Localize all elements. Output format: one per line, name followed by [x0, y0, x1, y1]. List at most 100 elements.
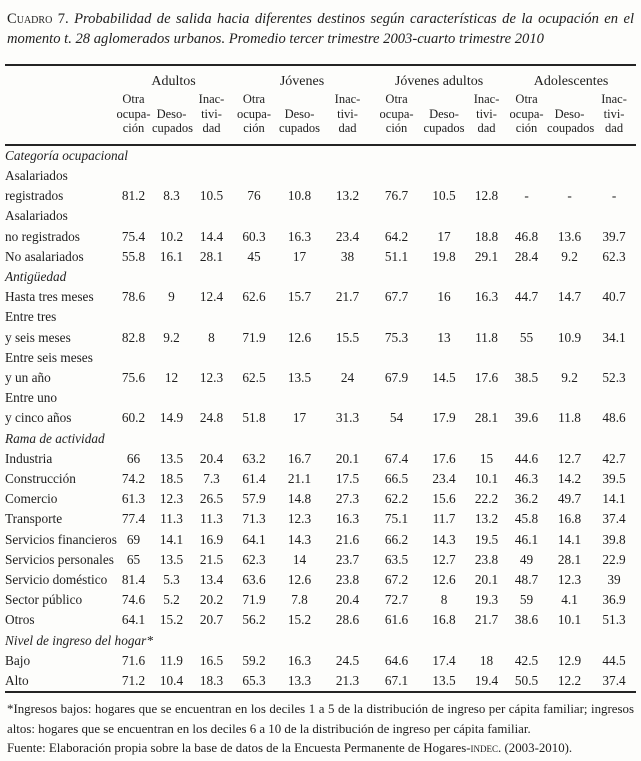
- table-row: Otros 64.1 15.2 20.7 56.2 15.2 28.6 61.6 16.8 21.…: [5, 610, 636, 630]
- cell-value: 60.3: [242, 228, 266, 244]
- cell-value: 15.6: [432, 491, 456, 507]
- cell-value: 16.8: [557, 511, 582, 527]
- cell-value: 39.5: [602, 471, 626, 487]
- cell-value: 10.1: [557, 612, 582, 628]
- cell-value: 28.1: [557, 551, 582, 567]
- cell-value: 63.6: [242, 572, 266, 588]
- column-header: Inac- tivi- dad: [473, 92, 500, 136]
- cell-value: 16.5: [199, 652, 224, 668]
- table-row: Asalariados no registrados 75.4 10.2 14.4 60…: [5, 206, 636, 246]
- cell-value: 77.4: [121, 511, 146, 527]
- cell-value: 14.9: [159, 410, 184, 426]
- cell-value: 12.4: [199, 289, 224, 305]
- cell-value: 49: [519, 551, 534, 567]
- row-label: Sector público: [5, 592, 83, 608]
- cell-value: 71.9: [242, 592, 266, 608]
- cell-value: 34.1: [602, 329, 626, 345]
- row-label: Hasta tres meses: [5, 289, 94, 305]
- cell-value: 12.8: [474, 188, 499, 204]
- cell-value: 10.4: [159, 673, 184, 689]
- cell-value: 10.1: [474, 471, 499, 487]
- cell-value: 5.2: [163, 592, 180, 608]
- statistics-table: Adultos Jóvenes Jóvenes adultos Adolesce…: [5, 64, 637, 694]
- row-label: Servicios financieros: [5, 531, 117, 547]
- cell-value: 59: [519, 592, 534, 608]
- cell-value: 56.2: [242, 612, 266, 628]
- source-smallcaps: indec: [470, 741, 499, 756]
- cell-value: 14.2: [557, 471, 582, 487]
- row-label: Industria: [5, 450, 53, 466]
- cell-value: 57.9: [242, 491, 266, 507]
- cell-value: 14.3: [432, 531, 456, 547]
- cell-value: 12.6: [287, 329, 312, 345]
- cell-value: 20.2: [199, 592, 224, 608]
- cell-value: 17.4: [432, 652, 456, 668]
- table-row: Hasta tres meses 78.6 9 12.4 62.6 15.7 21.7 67.…: [5, 287, 636, 307]
- row-label: Construcción: [5, 471, 76, 487]
- cell-value: 64.6: [384, 652, 409, 668]
- cell-value: 21.6: [335, 531, 360, 547]
- cell-value: 13.5: [287, 370, 312, 386]
- footnotes: *Ingresos bajos: hogares que se encuentr…: [5, 700, 636, 758]
- cell-value: 13.2: [474, 511, 499, 527]
- cell-value: 39.8: [602, 531, 626, 547]
- cell-value: 11.3: [160, 511, 183, 527]
- cell-value: 16.9: [199, 531, 224, 547]
- section-row: Nivel de ingreso del hogar*: [5, 631, 636, 651]
- cell-value: 15: [479, 450, 494, 466]
- cell-value: 14.8: [287, 491, 312, 507]
- table-title: Cuadro 7. Probabilidad de salida hacia d…: [5, 0, 636, 49]
- cell-value: 18.3: [199, 673, 224, 689]
- row-label: Bajo: [5, 652, 31, 668]
- cell-value: 24.8: [199, 410, 224, 426]
- cell-value: 17.6: [432, 450, 456, 466]
- cell-value: 10.5: [199, 188, 224, 204]
- row-label: Entre seis meses y un año: [5, 349, 93, 386]
- cell-value: 46.8: [514, 228, 539, 244]
- cell-value: 23.4: [335, 228, 360, 244]
- cell-value: 19.4: [474, 673, 499, 689]
- cell-value: 63.5: [384, 551, 409, 567]
- cell-value: 16.3: [287, 228, 312, 244]
- cell-value: 11.8: [475, 329, 498, 345]
- cell-value: 10.2: [159, 228, 184, 244]
- cell-value: 11.8: [558, 410, 581, 426]
- table-row: Construcción 74.2 18.5 7.3 61.4 21.1 17.5 66.5 2…: [5, 469, 636, 489]
- cell-value: 28.1: [474, 410, 499, 426]
- cell-value: 12.3: [159, 491, 184, 507]
- table-body: Categoría ocupacional Asalariados registr…: [5, 145, 636, 692]
- cell-value: 14.1: [602, 491, 626, 507]
- column-header: Inac- tivi- dad: [198, 92, 225, 136]
- cell-value: 76.7: [384, 188, 409, 204]
- cell-value: 44.5: [602, 652, 626, 668]
- cell-value: 12.7: [432, 551, 456, 567]
- cell-value: 14.7: [557, 289, 582, 305]
- table-row: Asalariados registrados 81.2 8.3 10.5 76 10.8…: [5, 166, 636, 206]
- cell-value: 14.1: [557, 531, 582, 547]
- cell-value: 22.9: [602, 551, 626, 567]
- cell-value: 15.2: [159, 612, 184, 628]
- cell-value: 17: [437, 228, 451, 244]
- cell-value: 23.8: [335, 572, 360, 588]
- group-header-jovenes: Jóvenes: [279, 74, 325, 89]
- cell-value: 20.4: [199, 450, 224, 466]
- cell-value: 17.6: [474, 370, 499, 386]
- cell-value: 19.8: [432, 248, 456, 264]
- cell-value: 16.1: [159, 248, 184, 264]
- table-row: Bajo 71.6 11.9 16.5 59.2 16.3 24.5 64.6 17.4 18 42…: [5, 651, 636, 671]
- cell-value: 71.3: [242, 511, 266, 527]
- row-label: Asalariados registrados: [5, 167, 68, 204]
- cell-value: 5.3: [163, 572, 180, 588]
- source-tail: . (2003-2010).: [498, 741, 573, 756]
- cell-value: 17: [292, 410, 307, 426]
- cell-value: 12.3: [557, 572, 582, 588]
- cell-value: 45: [247, 248, 261, 264]
- cell-value: 21.5: [199, 551, 224, 567]
- cell-value: 27.3: [335, 491, 360, 507]
- cell-value: 64.1: [121, 612, 146, 628]
- cell-value: 67.9: [384, 370, 409, 386]
- table-row: Servicios personales 65 13.5 21.5 62.3 14 23.7…: [5, 550, 636, 570]
- cell-value: -: [524, 188, 529, 204]
- cell-value: 39: [607, 572, 621, 588]
